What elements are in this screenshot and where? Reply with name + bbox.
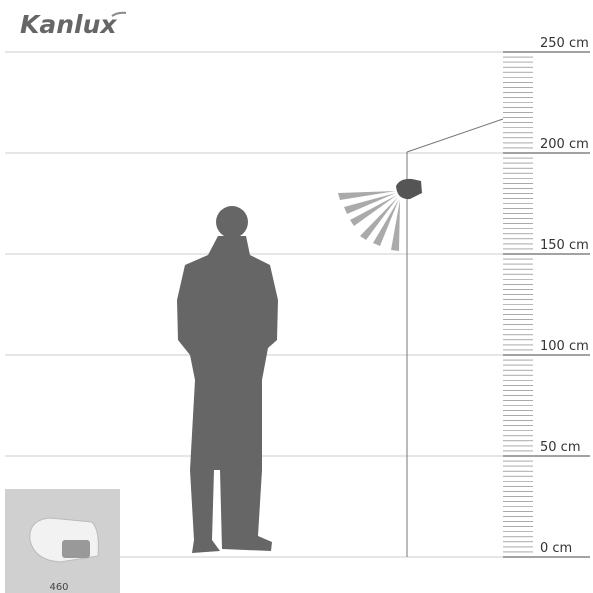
height-diagram: Kanlux 250 cm 200 cm 150 cm 100 cm 50 cm 0 cm… [0, 0, 593, 593]
scale-label: 250 cm [540, 36, 589, 51]
ruler: 250 cm 200 cm 150 cm 100 cm 50 cm 0 cm [503, 36, 590, 557]
page: Kanlux 250 cm 200 cm 150 cm 100 cm 50 cm 0 cm… [0, 0, 593, 593]
scale-label: 50 cm [540, 440, 581, 455]
scale-label: 200 cm [540, 137, 589, 152]
person-head [216, 206, 248, 238]
roof-line [407, 119, 503, 152]
detection-rays [338, 191, 400, 251]
brand-logo: Kanlux [20, 10, 117, 39]
scale-label: 0 cm [540, 541, 572, 556]
product-code: 460 [49, 582, 68, 593]
product-lens [62, 540, 90, 558]
person-silhouette [177, 236, 278, 553]
scale-label: 150 cm [540, 238, 589, 253]
motion-sensor [396, 179, 422, 199]
scale-label: 100 cm [540, 339, 589, 354]
